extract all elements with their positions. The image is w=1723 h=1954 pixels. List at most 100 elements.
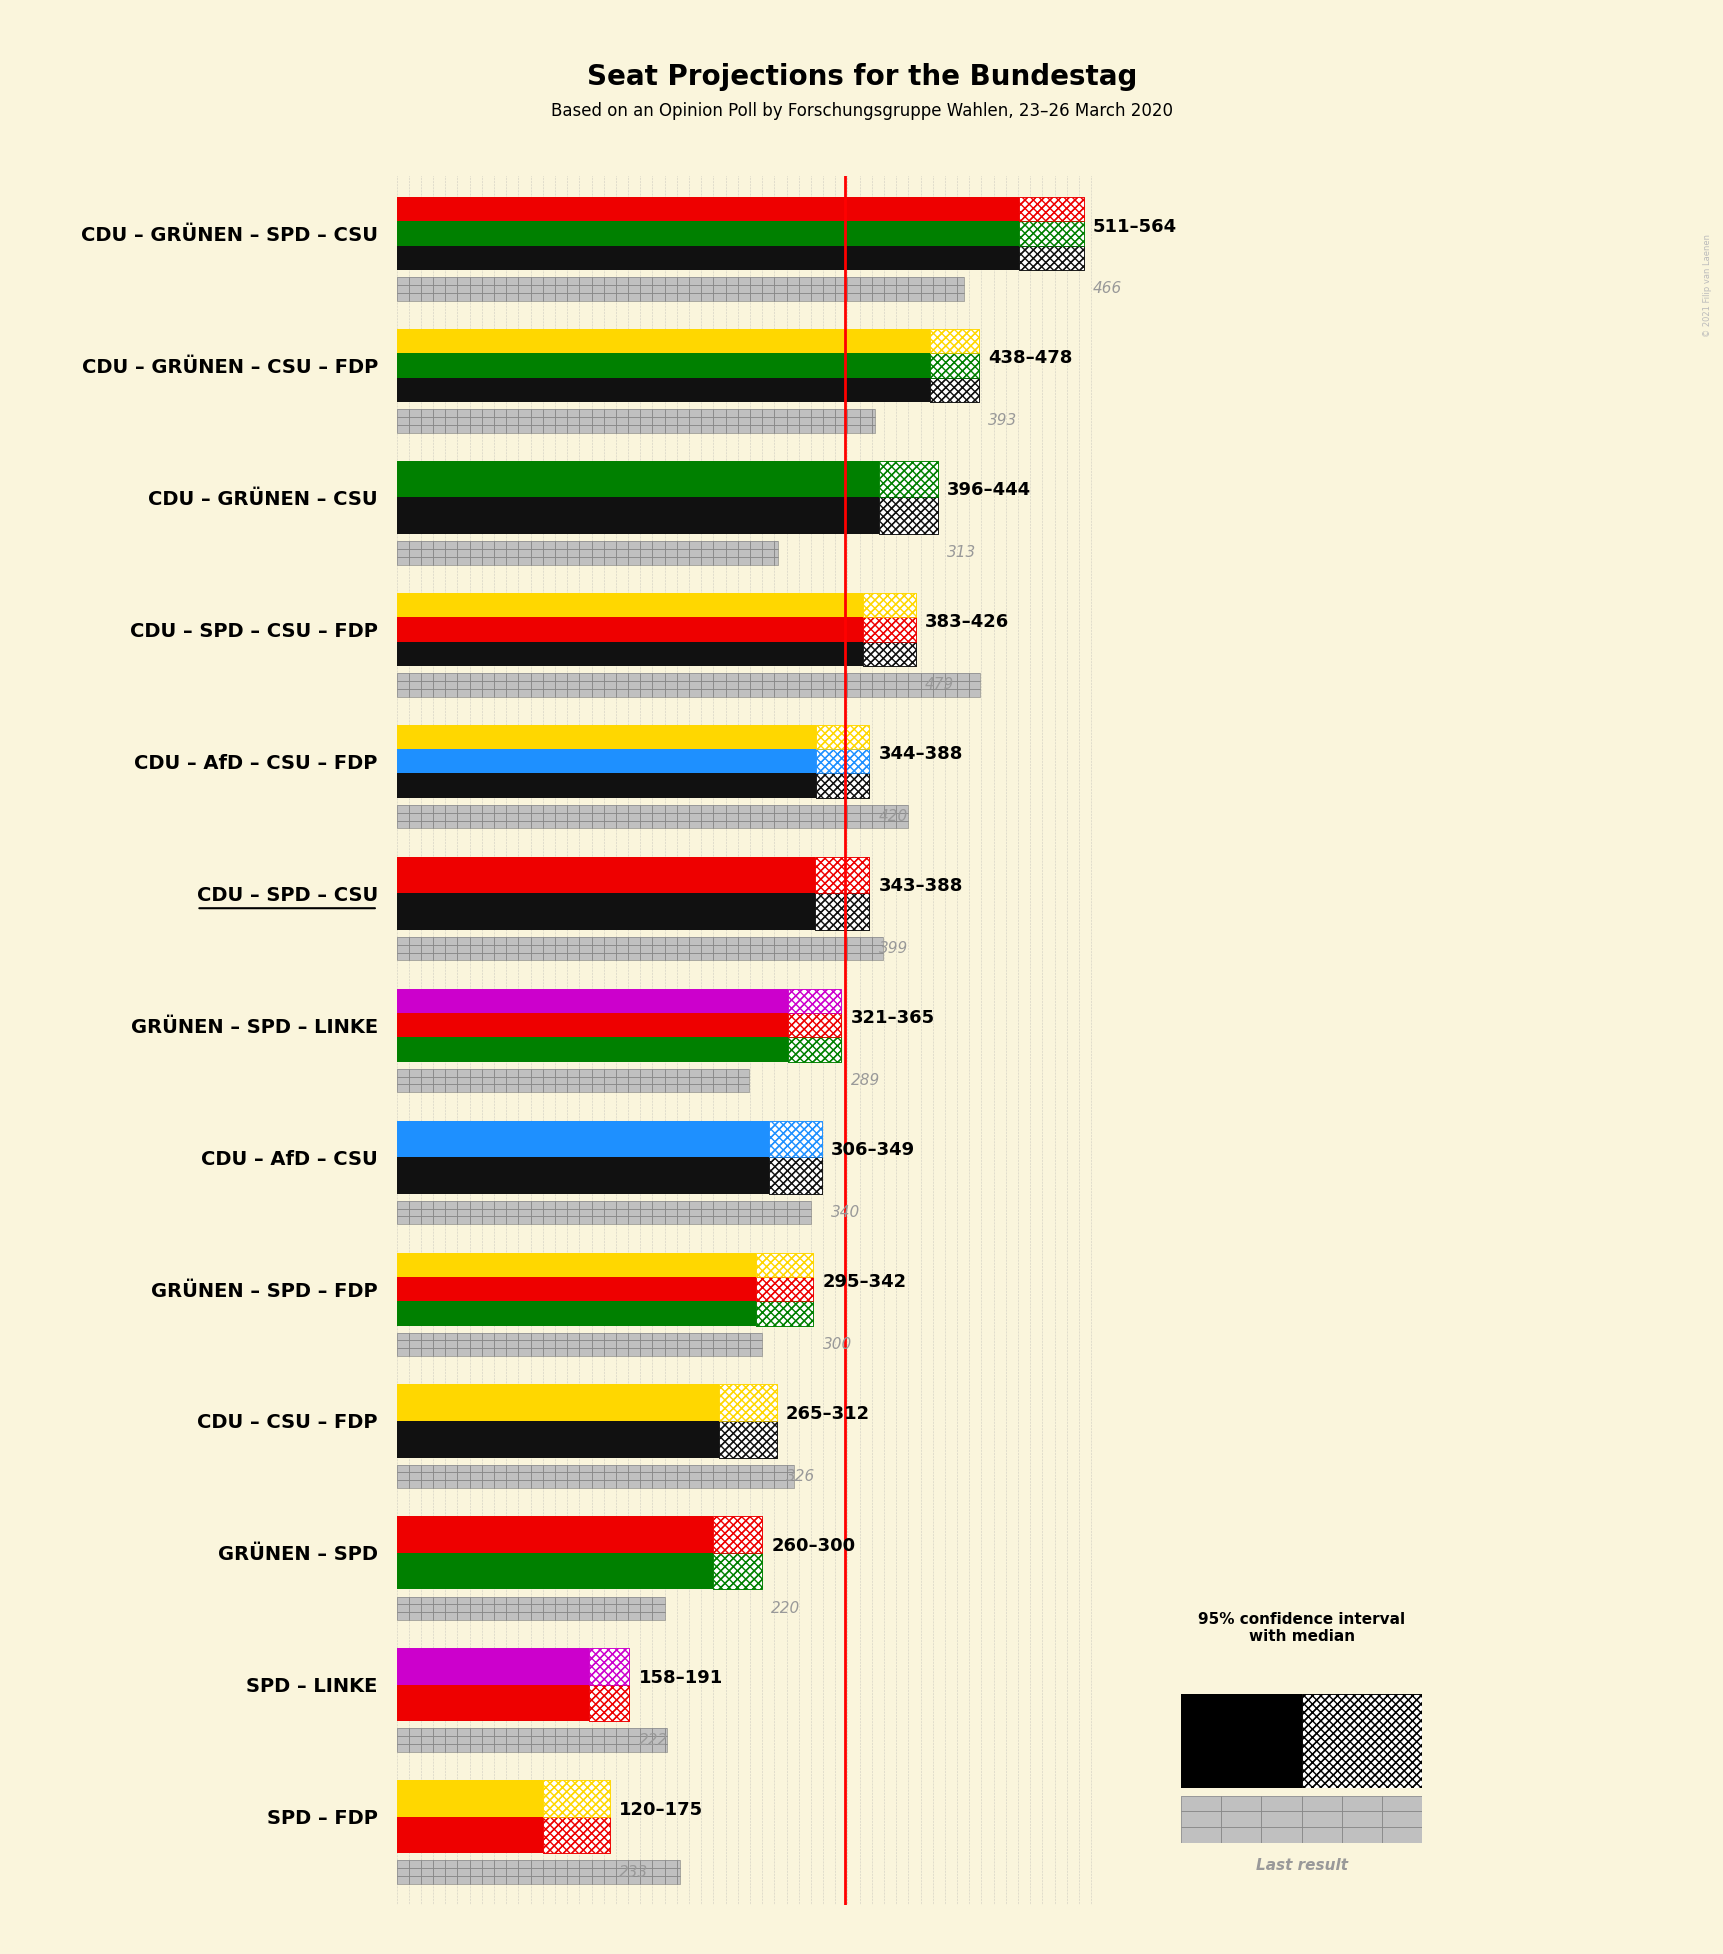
Bar [579,952,591,961]
Bar [519,1348,531,1356]
Bar [689,1333,701,1340]
Bar [567,805,579,813]
Bar [531,1604,543,1612]
Bar [519,408,531,416]
Bar [701,936,713,944]
Bar [567,416,579,424]
Bar [481,1860,495,1868]
Bar [750,1466,762,1473]
Bar [579,813,591,821]
Bar [786,813,798,821]
Bar [591,1200,603,1210]
Bar [555,549,567,557]
Bar [1018,246,1084,270]
Bar [603,549,615,557]
Bar [603,1596,615,1604]
Bar [396,1157,768,1194]
Bar [396,1333,408,1340]
Bar [507,1729,519,1737]
Bar [639,1333,651,1340]
Bar [1340,1796,1382,1811]
Bar [432,821,445,828]
Bar [495,293,507,301]
Bar [737,821,750,828]
Bar [555,1860,567,1868]
Bar [615,805,627,813]
Bar [639,1860,651,1868]
Bar [822,672,834,680]
Bar [750,557,762,565]
Bar [930,377,979,403]
Bar [519,277,531,285]
Bar [713,1340,725,1348]
Bar [396,1868,408,1876]
Bar [420,549,432,557]
Bar [445,1200,457,1210]
Bar [555,424,567,432]
Bar [531,1596,543,1604]
Bar [896,277,908,285]
Bar [689,944,701,952]
Bar [420,1069,432,1077]
Bar [603,416,615,424]
Bar [834,680,848,688]
Bar [786,408,798,416]
Bar [531,541,543,549]
Bar [457,1077,469,1084]
Bar [396,354,930,377]
Bar [815,725,868,748]
Bar [701,1333,713,1340]
Bar [786,1481,793,1489]
Bar [737,1333,750,1340]
Bar [457,557,469,565]
Bar [615,1210,627,1217]
Bar [1301,1694,1421,1788]
Bar [445,416,457,424]
Bar [627,1612,639,1620]
Bar [396,1466,793,1489]
Bar [863,592,915,617]
Text: 300: 300 [822,1337,851,1352]
Bar [396,1421,718,1458]
Bar [651,1612,665,1620]
Bar [665,1348,677,1356]
Bar [615,1069,627,1077]
Bar [651,1737,665,1745]
Bar [519,1200,531,1210]
Bar [787,1038,841,1061]
Bar [665,408,677,416]
Bar [495,1481,507,1489]
Bar [872,805,884,813]
Bar [651,1340,665,1348]
Bar [615,1876,627,1884]
Bar [665,1481,677,1489]
Bar [798,285,810,293]
Bar [481,424,495,432]
Bar [579,1200,591,1210]
Bar [756,1253,813,1276]
Text: 343–388: 343–388 [879,877,963,895]
Bar [737,408,750,416]
Bar [396,1516,713,1553]
Bar [627,557,639,565]
Bar [396,293,408,301]
Bar [555,813,567,821]
Bar [713,1069,725,1077]
Bar [756,1301,813,1325]
Bar [872,680,884,688]
Bar [567,1069,579,1077]
Bar [420,1729,432,1737]
Bar [591,672,603,680]
Bar [701,1200,713,1210]
Bar [665,680,677,688]
Bar [701,416,713,424]
Bar [396,328,930,354]
Bar [920,672,932,680]
Bar [495,1348,507,1356]
Bar [627,1596,639,1604]
Bar [555,1348,567,1356]
Bar [519,1473,531,1481]
Bar [603,408,615,416]
Bar [495,688,507,696]
Bar [591,1868,603,1876]
